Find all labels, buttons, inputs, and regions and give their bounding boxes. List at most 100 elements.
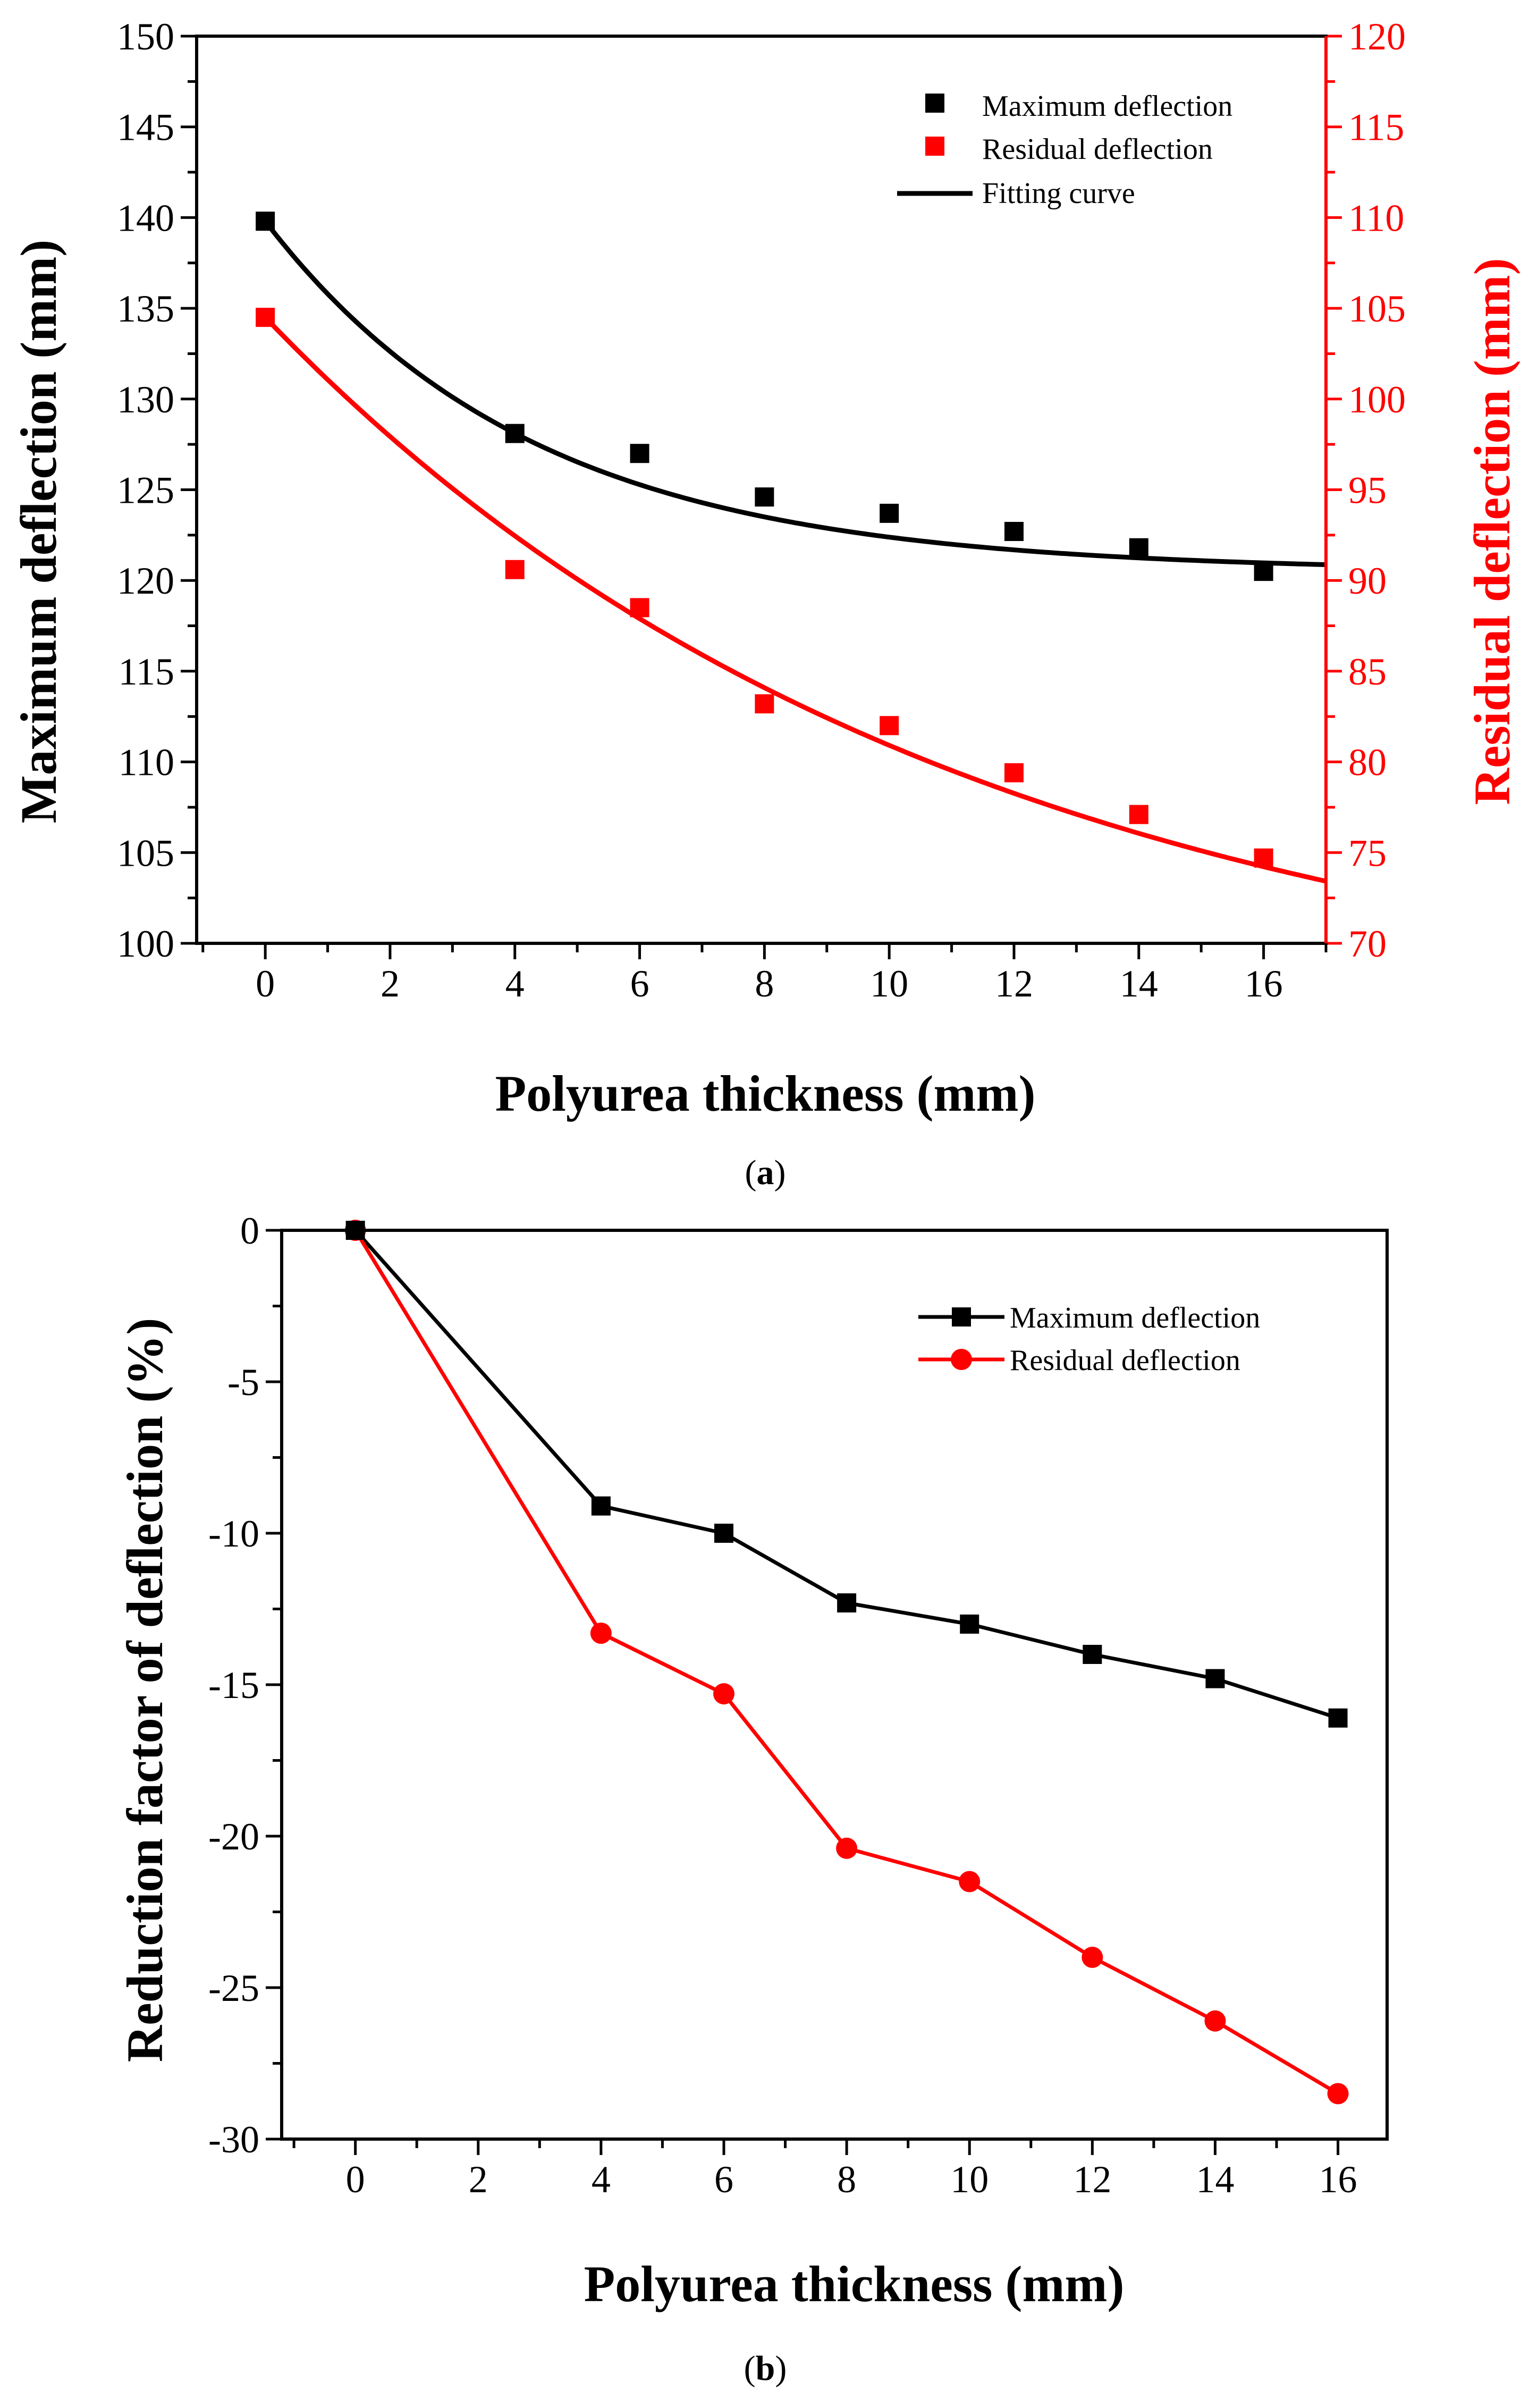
chart-b-point-residual	[713, 1683, 734, 1705]
legend-b-label-maximum: Maximum deflection	[1010, 1302, 1260, 1334]
chart-a-point-maximum	[505, 424, 525, 443]
chart-b-point-maximum	[591, 1496, 611, 1516]
chart-b-y-tick-label: -20	[208, 1815, 259, 1858]
chart-a-left-tick-label: 130	[117, 378, 174, 421]
chart-a-right-tick-label: 80	[1348, 741, 1387, 784]
chart-a-point-maximum	[1004, 522, 1024, 542]
chart-b-point-residual	[1327, 2083, 1349, 2105]
chart-a-point-residual	[755, 694, 774, 714]
chart-a-point-maximum	[755, 487, 774, 507]
chart-a-left-tick-label: 125	[117, 469, 174, 512]
chart-a-left-tick-labels: 100 105 110 115 120 125 130 135 140 145 150	[117, 15, 174, 965]
chart-a-right-tick-label: 95	[1348, 469, 1387, 512]
chart-b-x-tick-label: 14	[1196, 2158, 1234, 2201]
chart-b-point-residual	[1204, 2010, 1226, 2032]
chart-b-legend: Maximum deflection Residual deflection	[918, 1302, 1260, 1377]
chart-b-x-tick-labels: 0 2 4 6 8 10 12 14 16	[346, 2158, 1357, 2201]
chart-b-point-maximum	[714, 1524, 733, 1543]
chart-b-x-axis-label: Polyurea thickness (mm)	[584, 2255, 1125, 2312]
chart-a-left-tick-label: 135	[117, 288, 174, 330]
chart-a-right-tick-label: 85	[1348, 650, 1387, 693]
chart-a-x-tick-label: 10	[870, 962, 908, 1005]
chart-a-right-tick-labels: 70 75 80 85 90 95 100 105 110 115 120	[1348, 15, 1406, 965]
chart-a-right-tick-label: 100	[1348, 378, 1406, 421]
chart-a-caption-open: (	[745, 1153, 757, 1192]
chart-b-points	[344, 1220, 1349, 2105]
chart-a-caption-letter: a	[757, 1153, 774, 1192]
chart-a-x-tick-labels: 0 2 4 6 8 10 12 14 16	[256, 962, 1282, 1005]
chart-a-left-tick-label: 120	[117, 560, 174, 602]
chart-a-right-tick-label: 105	[1348, 288, 1406, 330]
chart-b-y-tick-label: -5	[227, 1361, 259, 1404]
chart-b-y-tick-label: -25	[208, 1967, 259, 2009]
chart-a-x-tick-label: 14	[1120, 962, 1158, 1005]
chart-a-points	[256, 212, 1273, 868]
chart-b-point-maximum	[837, 1593, 857, 1613]
chart-a-ticks	[181, 35, 1342, 959]
chart-b: 0 2 4 6 8 10 12 14 16 0 -5 -10 -15 -20 -25 -30 Polyure…	[116, 1210, 1389, 2388]
chart-b-point-maximum	[960, 1615, 979, 1634]
chart-a-left-tick-label: 140	[117, 197, 174, 239]
chart-b-x-tick-label: 8	[837, 2158, 856, 2201]
legend-a-label-residual: Residual deflection	[982, 133, 1213, 166]
chart-a-point-maximum	[1254, 562, 1273, 581]
legend-b-marker-residual	[951, 1349, 972, 1370]
chart-a-caption-close: )	[774, 1153, 786, 1192]
chart-b-point-maximum	[1083, 1645, 1102, 1664]
chart-b-point-residual	[1082, 1947, 1103, 1968]
chart-a-y-axis-label-left: Maximum deflection (mm)	[10, 240, 67, 823]
chart-a-point-residual	[630, 598, 649, 618]
chart-b-caption-letter: b	[756, 2349, 775, 2388]
chart-b-point-maximum	[1328, 1708, 1348, 1728]
chart-b-y-axis-label: Reduction factor of deflection (%)	[116, 1318, 173, 2063]
chart-b-x-tick-label: 6	[714, 2158, 733, 2201]
chart-a-caption: (a)	[745, 1153, 786, 1192]
chart-a-point-residual	[880, 716, 899, 736]
chart-a-point-residual	[505, 560, 525, 579]
chart-b-point-residual	[590, 1623, 612, 1644]
chart-a-left-tick-label: 100	[117, 923, 174, 965]
chart-a-fit-curve-maximum	[263, 219, 1327, 567]
chart-a-point-maximum	[630, 444, 649, 463]
chart-a-right-tick-label: 90	[1348, 560, 1387, 602]
chart-b-x-tick-label: 2	[469, 2158, 488, 2201]
chart-a-left-tick-label: 115	[119, 650, 174, 693]
chart-a-left-tick-label: 110	[119, 741, 174, 784]
chart-a-x-tick-label: 16	[1245, 962, 1283, 1005]
chart-b-x-tick-label: 4	[592, 2158, 611, 2201]
chart-a-left-tick-label: 145	[117, 106, 174, 149]
chart-a-y-axis-label-right: Residual deflection (mm)	[1464, 258, 1520, 805]
chart-a-point-maximum	[256, 212, 275, 231]
chart-a-right-tick-label: 70	[1348, 923, 1387, 965]
chart-a-left-tick-label: 150	[117, 15, 174, 58]
chart-a-x-axis-label: Polyurea thickness (mm)	[495, 1065, 1036, 1122]
chart-a-x-tick-label: 4	[505, 962, 525, 1005]
chart-a-point-residual	[1129, 805, 1148, 824]
chart-a-point-residual	[1004, 763, 1024, 783]
chart-a-x-tick-label: 0	[256, 962, 275, 1005]
chart-a-point-maximum	[880, 503, 899, 523]
chart-a-x-tick-label: 12	[995, 962, 1033, 1005]
legend-b-marker-maximum	[952, 1307, 971, 1326]
chart-b-x-tick-label: 12	[1073, 2158, 1111, 2201]
chart-a-x-tick-label: 8	[755, 962, 774, 1005]
legend-a-marker-maximum	[925, 94, 944, 113]
chart-b-point-residual	[959, 1871, 981, 1892]
chart-b-y-tick-label: -10	[208, 1513, 259, 1555]
chart-a: 0 2 4 6 8 10 12 14 16 100 105 110 115 120 125 130 135 14…	[10, 15, 1520, 1192]
chart-b-y-tick-label: 0	[240, 1210, 259, 1252]
chart-a-right-tick-label: 115	[1348, 106, 1404, 149]
chart-a-x-tick-label: 2	[381, 962, 400, 1005]
chart-b-point-maximum	[1205, 1669, 1225, 1688]
chart-a-right-tick-label: 110	[1348, 197, 1404, 239]
chart-b-y-tick-label: -30	[208, 2118, 259, 2161]
chart-a-right-tick-label: 120	[1348, 15, 1406, 58]
chart-a-point-maximum	[1129, 538, 1148, 557]
legend-a-label-maximum: Maximum deflection	[982, 90, 1232, 123]
chart-b-line-maximum	[354, 1229, 1339, 1720]
chart-b-caption: (b)	[744, 2349, 787, 2388]
chart-b-x-tick-label: 16	[1319, 2158, 1357, 2201]
chart-a-point-residual	[1254, 848, 1273, 868]
chart-b-x-tick-label: 0	[346, 2158, 365, 2201]
